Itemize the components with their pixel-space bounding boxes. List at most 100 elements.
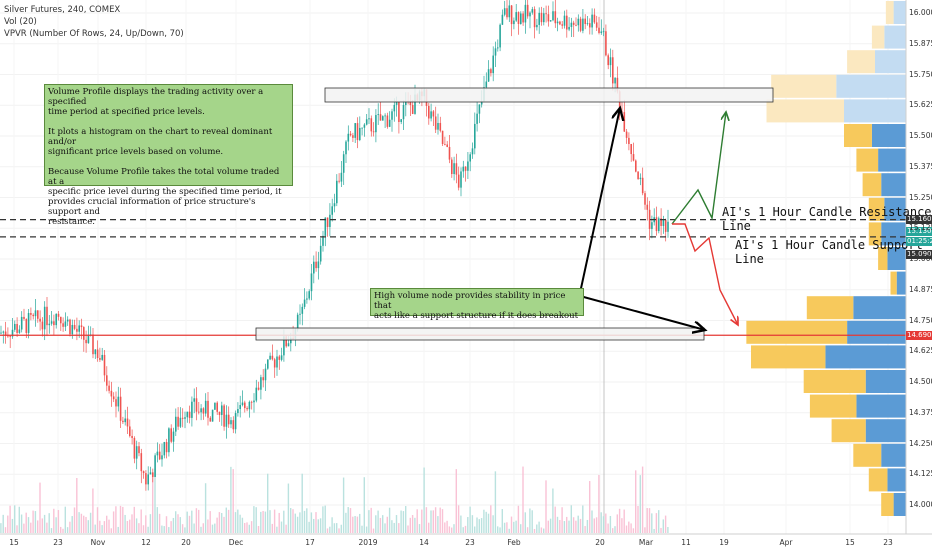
vp-row-up: [868, 197, 885, 221]
volume-bar: [414, 517, 416, 533]
volume-bar: [71, 516, 73, 533]
volume-profile: [746, 1, 906, 516]
candle-body: [503, 8, 506, 15]
volume-bar: [158, 513, 161, 533]
volume-bar: [579, 518, 582, 533]
candle-body: [283, 336, 285, 356]
volume-bar: [667, 527, 669, 533]
candle-body: [181, 417, 184, 419]
price-axis[interactable]: [906, 0, 932, 534]
volume-bar: [439, 507, 441, 533]
candle-body: [267, 359, 269, 369]
volume-bar: [508, 528, 510, 533]
volume-bar: [586, 519, 589, 533]
volume-bar: [409, 517, 411, 533]
candle-body: [402, 104, 405, 120]
volume-bar: [653, 528, 655, 533]
volume-bar: [269, 510, 271, 533]
candle-body: [230, 420, 232, 425]
candle-body: [386, 115, 389, 127]
vpvr-study-label[interactable]: VPVR (Number Of Rows, 24, Up/Down, 70): [4, 29, 184, 39]
volume-bar: [32, 510, 34, 533]
symbol-title[interactable]: Silver Futures, 240, COMEX: [4, 5, 121, 15]
volume-bar: [522, 466, 524, 533]
vp-row-down: [893, 493, 906, 516]
volume-bar: [216, 517, 218, 533]
volume-bar: [43, 514, 46, 533]
volume-bar: [418, 524, 421, 533]
candle-body: [623, 112, 626, 132]
candle-body: [223, 405, 225, 427]
candles: [0, 0, 669, 491]
candle-body: [524, 4, 527, 23]
candle-body: [641, 177, 644, 194]
candle-body: [131, 435, 133, 438]
volume-bar: [250, 521, 253, 533]
volume-bar: [582, 505, 584, 533]
x-tick-label: 12: [141, 538, 151, 547]
candle-body: [244, 402, 246, 409]
candle-body: [4, 331, 7, 336]
vp-row-up: [856, 148, 879, 172]
candle-body: [428, 105, 430, 119]
y-tick-label: 15.000: [909, 254, 932, 263]
candle-body: [299, 313, 301, 315]
volume-bar: [651, 513, 653, 533]
candle-body: [522, 13, 524, 23]
volume-bar: [140, 509, 142, 533]
hvn-note[interactable]: High volume node provides stability in p…: [370, 288, 584, 321]
volume-bar: [211, 524, 214, 533]
volume-bar: [361, 525, 363, 533]
volume-bar: [333, 523, 336, 533]
candle-body: [559, 21, 561, 25]
candle-body: [347, 133, 350, 142]
volume-bar: [648, 508, 651, 533]
candle-body: [370, 118, 373, 132]
candle-body: [462, 166, 465, 172]
volume-bar: [453, 524, 455, 533]
volume-bar: [612, 528, 614, 533]
candle-body: [285, 336, 287, 347]
candle-body: [448, 146, 451, 160]
candle-body: [382, 116, 384, 121]
volume-bar: [87, 520, 89, 533]
volume-bar: [352, 516, 354, 533]
volume-bar: [451, 527, 453, 533]
vp-row-up: [803, 370, 866, 393]
vp-row-down: [871, 124, 906, 147]
y-tick-label: 14.750: [909, 315, 932, 325]
volume-bar: [110, 528, 112, 533]
vp-row-up: [746, 320, 848, 344]
candle-body: [356, 123, 359, 141]
volume-profile-note[interactable]: Volume Profile displays the trading acti…: [44, 84, 293, 227]
volume-bar: [172, 517, 175, 533]
volume-bar: [78, 512, 80, 533]
candle-body: [487, 69, 490, 82]
candle-body: [269, 355, 271, 360]
volume-study-label[interactable]: Vol (20): [4, 17, 37, 27]
candle-body: [30, 313, 32, 315]
volume-bar: [101, 525, 103, 533]
candle-body: [391, 111, 393, 120]
candle-body: [531, 9, 534, 13]
candle-body: [609, 57, 612, 66]
candle-body: [607, 55, 609, 66]
candle-body: [439, 122, 442, 131]
vp-row-down: [881, 222, 906, 246]
x-tick-label: 15: [845, 538, 855, 547]
candle-body: [7, 335, 9, 337]
bearish-path-arrow: [672, 223, 738, 325]
support-price-tag: 15.090: [906, 250, 932, 259]
volume-bar: [115, 506, 117, 533]
volume-bar: [301, 473, 303, 533]
volume-bar: [641, 466, 644, 533]
volume-bar: [570, 505, 572, 533]
candle-body: [248, 401, 251, 410]
volume-bar: [283, 510, 285, 533]
candle-body: [260, 377, 262, 390]
volume-bar: [133, 506, 135, 533]
candle-body: [377, 114, 379, 116]
volume-bar: [267, 473, 269, 533]
volume-bar: [467, 517, 469, 533]
